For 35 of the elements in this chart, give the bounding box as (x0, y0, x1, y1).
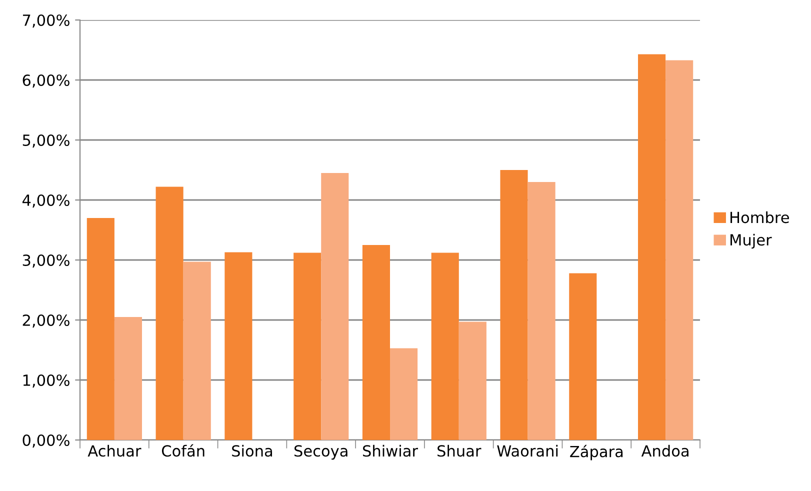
bar (156, 186, 184, 440)
bar (528, 182, 556, 440)
bar (666, 60, 694, 440)
y-tick-label: 7,00% (23, 14, 70, 28)
bar (362, 245, 390, 440)
bar (638, 54, 666, 440)
x-tick-label: Andoa (641, 444, 688, 457)
x-tick-label: Siona (232, 444, 272, 457)
bar (294, 252, 322, 440)
x-tick-label: Shiwiar (363, 444, 418, 457)
legend-label: Mujer (730, 234, 772, 249)
x-tick-label: Shuar (438, 444, 482, 457)
bar (321, 173, 349, 440)
bar (390, 348, 418, 440)
y-tick-label: 3,00% (22, 254, 70, 268)
bar (86, 218, 114, 440)
x-tick-label: Zápara (570, 444, 623, 460)
x-tick-label: Cofán (162, 444, 204, 457)
y-tick-label: 4,00% (22, 194, 70, 208)
bar (114, 317, 142, 440)
y-tick-label: 5,00% (22, 134, 70, 148)
x-tick-label: Achuar (88, 444, 142, 457)
y-tick-label: 1,00% (23, 374, 70, 388)
bar (569, 273, 597, 440)
y-tick-label: 2,00% (22, 314, 70, 328)
x-tick-label: Secoya (294, 445, 348, 460)
bar (183, 262, 211, 440)
bar (500, 170, 528, 440)
y-tick-label: 6,00% (22, 74, 70, 88)
bar (431, 252, 459, 440)
x-tick-label: Waorani (497, 444, 558, 457)
bar (224, 252, 252, 440)
legend-label: Hombre (730, 211, 789, 224)
y-tick-label: 0,00% (22, 434, 70, 448)
bar (458, 322, 486, 440)
